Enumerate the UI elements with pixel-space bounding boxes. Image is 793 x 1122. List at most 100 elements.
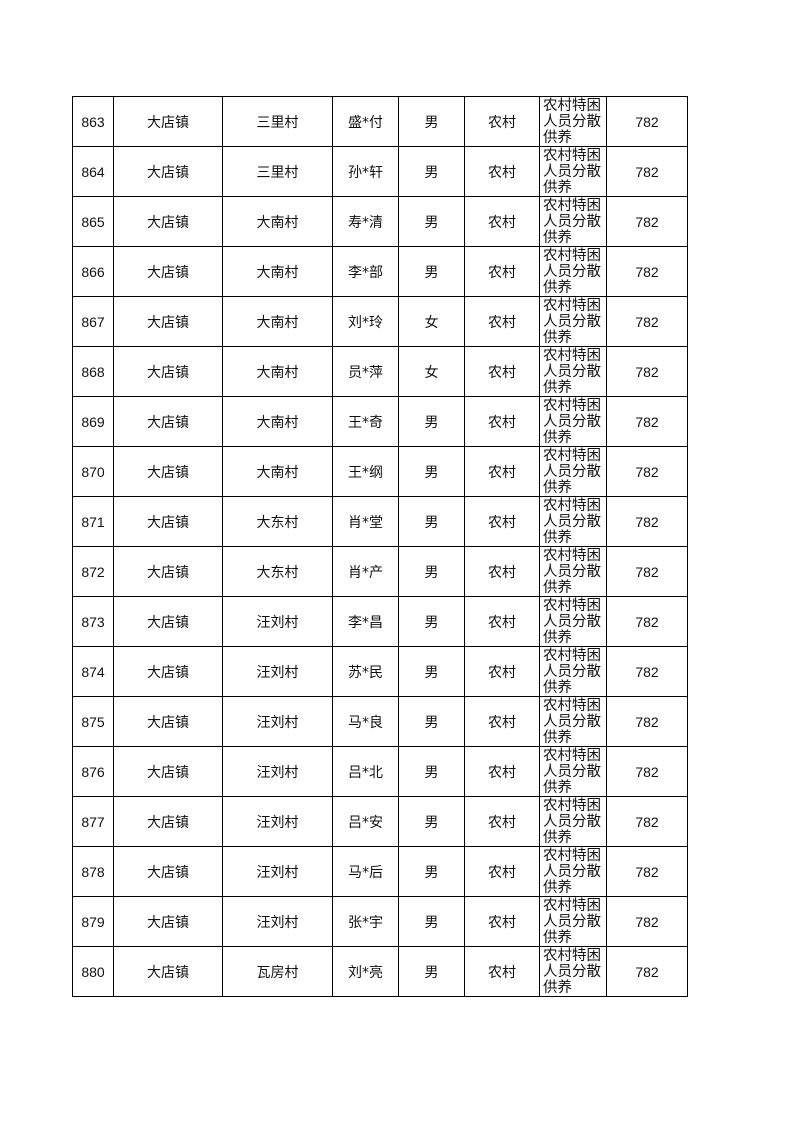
cell-category-text: 农村特困人员分散供养 [543,548,601,596]
table-row: 878 大店镇 汪刘村 马*后男农村 农村特困人员分散供养 782 [72,846,688,897]
cell-category: 农村特困人员分散供养 [539,646,607,697]
cell-type: 农村 [464,946,540,997]
cell-category: 农村特困人员分散供养 [539,896,607,947]
cell-no: 871 [72,496,114,547]
cell-village: 大南村 [222,396,333,447]
cell-no: 880 [72,946,114,997]
cell-no: 866 [72,246,114,297]
cell-amount: 782 [606,446,688,497]
cell-village: 三里村 [222,146,333,197]
cell-town: 大店镇 [113,146,223,197]
table-row: 873 大店镇 汪刘村 李*昌男农村 农村特困人员分散供养 782 [72,596,688,647]
cell-town: 大店镇 [113,96,223,147]
cell-no: 869 [72,396,114,447]
cell-amount: 782 [606,146,688,197]
cell-no: 863 [72,96,114,147]
cell-town: 大店镇 [113,746,223,797]
table-row: 872 大店镇 大东村 肖*产男农村 农村特困人员分散供养 782 [72,546,688,597]
cell-gender: 男 [398,496,465,547]
cell-gender: 男 [398,946,465,997]
cell-village: 汪刘村 [222,796,333,847]
cell-name: 寿*清 [332,196,399,247]
cell-no: 876 [72,746,114,797]
cell-category-text: 农村特困人员分散供养 [543,198,601,246]
cell-type: 农村 [464,346,540,397]
cell-town: 大店镇 [113,896,223,947]
cell-amount: 782 [606,646,688,697]
cell-name: 马*后 [332,846,399,897]
cell-name: 马*良 [332,696,399,747]
cell-amount: 782 [606,496,688,547]
cell-village: 汪刘村 [222,746,333,797]
table-body: 863 大店镇 三里村 盛*付男农村 农村特困人员分散供养 782 864 大店镇 三里村 孙*轩… [72,96,688,997]
cell-village: 大南村 [222,296,333,347]
cell-amount: 782 [606,196,688,247]
table-row: 867 大店镇 大南村 刘*玲女农村 农村特困人员分散供养 782 [72,296,688,347]
cell-category: 农村特困人员分散供养 [539,396,607,447]
cell-village: 大南村 [222,246,333,297]
table-row: 869 大店镇 大南村 王*奇男农村 农村特困人员分散供养 782 [72,396,688,447]
cell-category-text: 农村特困人员分散供养 [543,498,601,546]
cell-category-text: 农村特困人员分散供养 [543,398,601,446]
cell-category: 农村特困人员分散供养 [539,146,607,197]
cell-category-text: 农村特困人员分散供养 [543,348,601,396]
cell-type: 农村 [464,446,540,497]
cell-type: 农村 [464,496,540,547]
cell-name: 刘*亮 [332,946,399,997]
cell-town: 大店镇 [113,796,223,847]
cell-gender: 男 [398,546,465,597]
cell-gender: 女 [398,346,465,397]
cell-amount: 782 [606,946,688,997]
cell-type: 农村 [464,396,540,447]
cell-gender: 男 [398,646,465,697]
cell-category: 农村特困人员分散供养 [539,846,607,897]
cell-name: 吕*安 [332,796,399,847]
cell-village: 汪刘村 [222,846,333,897]
table-row: 870 大店镇 大南村 王*纲男农村 农村特困人员分散供养 782 [72,446,688,497]
cell-amount: 782 [606,896,688,947]
cell-town: 大店镇 [113,296,223,347]
cell-no: 872 [72,546,114,597]
cell-name: 苏*民 [332,646,399,697]
cell-town: 大店镇 [113,496,223,547]
cell-village: 大南村 [222,446,333,497]
cell-gender: 男 [398,246,465,297]
cell-category: 农村特困人员分散供养 [539,596,607,647]
cell-type: 农村 [464,596,540,647]
cell-town: 大店镇 [113,246,223,297]
cell-type: 农村 [464,546,540,597]
cell-no: 878 [72,846,114,897]
cell-town: 大店镇 [113,646,223,697]
cell-category: 农村特困人员分散供养 [539,296,607,347]
cell-no: 879 [72,896,114,947]
cell-village: 三里村 [222,96,333,147]
cell-town: 大店镇 [113,346,223,397]
cell-type: 农村 [464,796,540,847]
cell-type: 农村 [464,296,540,347]
cell-village: 大东村 [222,496,333,547]
cell-category-text: 农村特困人员分散供养 [543,898,601,946]
table-row: 871 大店镇 大东村 肖*堂男农村 农村特困人员分散供养 782 [72,496,688,547]
cell-no: 867 [72,296,114,347]
cell-category: 农村特困人员分散供养 [539,796,607,847]
cell-gender: 男 [398,746,465,797]
cell-village: 大南村 [222,196,333,247]
cell-village: 汪刘村 [222,596,333,647]
cell-category: 农村特困人员分散供养 [539,196,607,247]
cell-village: 汪刘村 [222,696,333,747]
cell-category-text: 农村特困人员分散供养 [543,598,601,646]
cell-type: 农村 [464,646,540,697]
cell-name: 李*部 [332,246,399,297]
cell-gender: 女 [398,296,465,347]
cell-village: 大东村 [222,546,333,597]
cell-name: 张*宇 [332,896,399,947]
table-row: 866 大店镇 大南村 李*部男农村 农村特困人员分散供养 782 [72,246,688,297]
table-row: 877 大店镇 汪刘村 吕*安男农村 农村特困人员分散供养 782 [72,796,688,847]
cell-town: 大店镇 [113,596,223,647]
cell-category: 农村特困人员分散供养 [539,696,607,747]
cell-category-text: 农村特困人员分散供养 [543,98,601,146]
cell-no: 864 [72,146,114,197]
cell-amount: 782 [606,396,688,447]
cell-amount: 782 [606,846,688,897]
cell-category: 农村特困人员分散供养 [539,546,607,597]
